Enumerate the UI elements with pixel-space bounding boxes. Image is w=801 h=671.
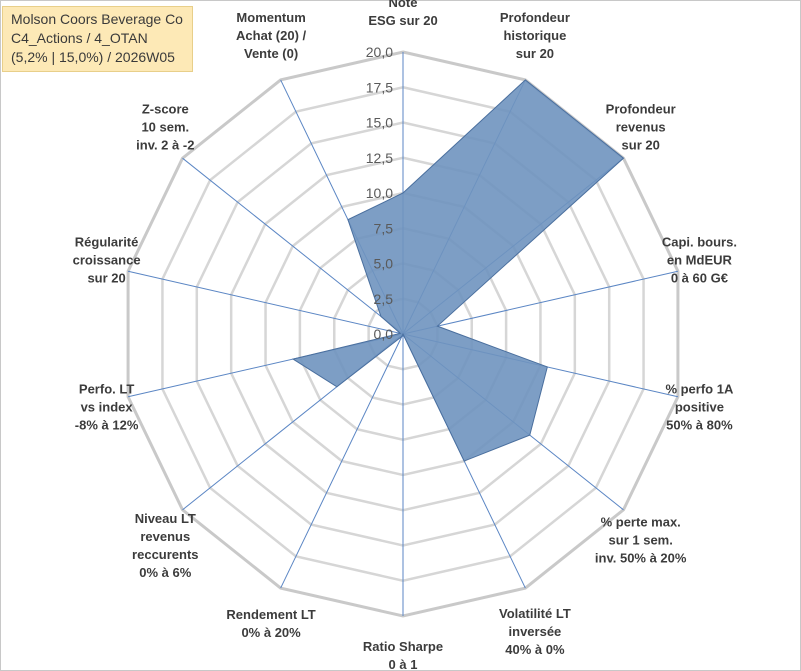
axis-label-line: % perte max. <box>601 514 681 529</box>
axis-label: Volatilité LT inversée 40% à 0% <box>499 606 571 657</box>
tick-label: 2,5 <box>374 291 394 307</box>
axis-label-line: 50% à 80% <box>666 418 733 433</box>
axis-label: Profondeur historique sur 20 <box>500 10 570 61</box>
title-line-2: C4_Actions / 4_OTAN <box>11 30 148 46</box>
axis-label-line: 10 sem. <box>141 120 189 135</box>
axis-spoke <box>280 333 404 589</box>
axis-label-line: % perfo 1A <box>665 382 734 397</box>
axis-label-line: 40% à 0% <box>505 642 565 657</box>
axis-label-line: Ratio Sharpe <box>363 639 443 654</box>
axis-label-line: reccurents <box>132 547 198 562</box>
axis-label-line: historique <box>503 28 566 43</box>
axis-labels: Note ESG sur 20 Profondeur historique sur 20… <box>73 0 737 671</box>
axis-label-line: Momentum <box>236 10 305 25</box>
tick-label: 7,5 <box>374 220 394 236</box>
tick-label: 5,0 <box>374 256 394 272</box>
radial-tick-labels: 0,0 2,5 5,0 7,5 10,0 12,5 15,0 17,5 20,0 <box>366 44 393 342</box>
axis-spoke <box>127 270 404 335</box>
axis-label-line: sur 20 <box>622 138 660 153</box>
axis-label-line: croissance <box>73 252 141 267</box>
axis-label-line: Capi. bours. <box>662 234 737 249</box>
axis-label: Momentum Achat (20) / Vente (0) <box>236 10 306 61</box>
axis-label: Ratio Sharpe 0 à 1 <box>363 639 443 671</box>
axis-label-line: 0% à 20% <box>241 625 301 640</box>
tick-label: 12,5 <box>366 150 393 166</box>
axis-label-line: -8% à 12% <box>75 418 139 433</box>
tick-label: 0,0 <box>374 326 394 342</box>
chart-title-box: Molson Coors Beverage Co C4_Actions / 4_… <box>2 6 193 72</box>
axis-label: Z-score 10 sem. inv. 2 à -2 <box>136 102 194 153</box>
axis-label-line: Profondeur <box>606 102 676 117</box>
axis-label-line: ESG sur 20 <box>368 13 437 28</box>
axis-label: Capi. bours. en MdEUR 0 à 60 G€ <box>662 234 737 285</box>
title-line-1: Molson Coors Beverage Co <box>11 11 183 27</box>
axis-label-line: Niveau LT <box>135 511 196 526</box>
axis-label-line: 0 à 60 G€ <box>671 270 728 285</box>
axis-label-line: inv. 2 à -2 <box>136 138 194 153</box>
radar-series <box>291 79 625 462</box>
axis-label-line: sur 20 <box>516 46 554 61</box>
axis-label-line: 0% à 6% <box>139 565 191 580</box>
axis-label-line: Perfo. LT <box>79 382 134 397</box>
axis-label: Note ESG sur 20 <box>368 0 437 28</box>
axis-label-line: positive <box>675 400 724 415</box>
axis-label: Perfo. LT vs index -8% à 12% <box>75 382 139 433</box>
axis-label-line: inv. 50% à 20% <box>595 550 687 565</box>
axis-label: % perte max. sur 1 sem. inv. 50% à 20% <box>595 514 687 565</box>
axis-label: Rendement LT 0% à 20% <box>226 607 315 640</box>
tick-label: 10,0 <box>366 185 393 201</box>
axis-label-line: Achat (20) / <box>236 28 306 43</box>
axis-spoke <box>402 270 679 335</box>
axis-label-line: Régularité <box>75 234 139 249</box>
axis-label-line: Z-score <box>142 102 189 117</box>
axis-label-line: revenus <box>616 120 666 135</box>
axis-label: Profondeur revenus sur 20 <box>606 102 676 153</box>
axis-label-line: en MdEUR <box>667 252 733 267</box>
axis-label-line: Rendement LT <box>226 607 315 622</box>
axis-label-line: sur 1 sem. <box>609 532 673 547</box>
axis-label: % perfo 1A positive 50% à 80% <box>665 382 734 433</box>
tick-label: 20,0 <box>366 44 393 60</box>
axis-label-line: inversée <box>509 624 562 639</box>
series-area <box>291 79 625 462</box>
axis-spoke <box>182 157 404 335</box>
axis-label-line: vs index <box>81 400 134 415</box>
title-line-3: (5,2% | 15,0%) / 2026W05 <box>11 49 175 65</box>
axis-label-line: sur 20 <box>87 270 125 285</box>
tick-label: 15,0 <box>366 115 393 131</box>
axis-label-line: Vente (0) <box>244 46 298 61</box>
axis-label-line: Volatilité LT <box>499 606 571 621</box>
axis-label-line: 0 à 1 <box>389 657 418 671</box>
axis-label: Niveau LT revenus reccurents 0% à 6% <box>132 511 198 580</box>
axis-label-line: revenus <box>140 529 190 544</box>
axis-label-line: Note <box>389 0 418 10</box>
tick-label: 17,5 <box>366 79 393 95</box>
axis-label-line: Profondeur <box>500 10 570 25</box>
axis-label: Régularité croissance sur 20 <box>73 234 141 285</box>
